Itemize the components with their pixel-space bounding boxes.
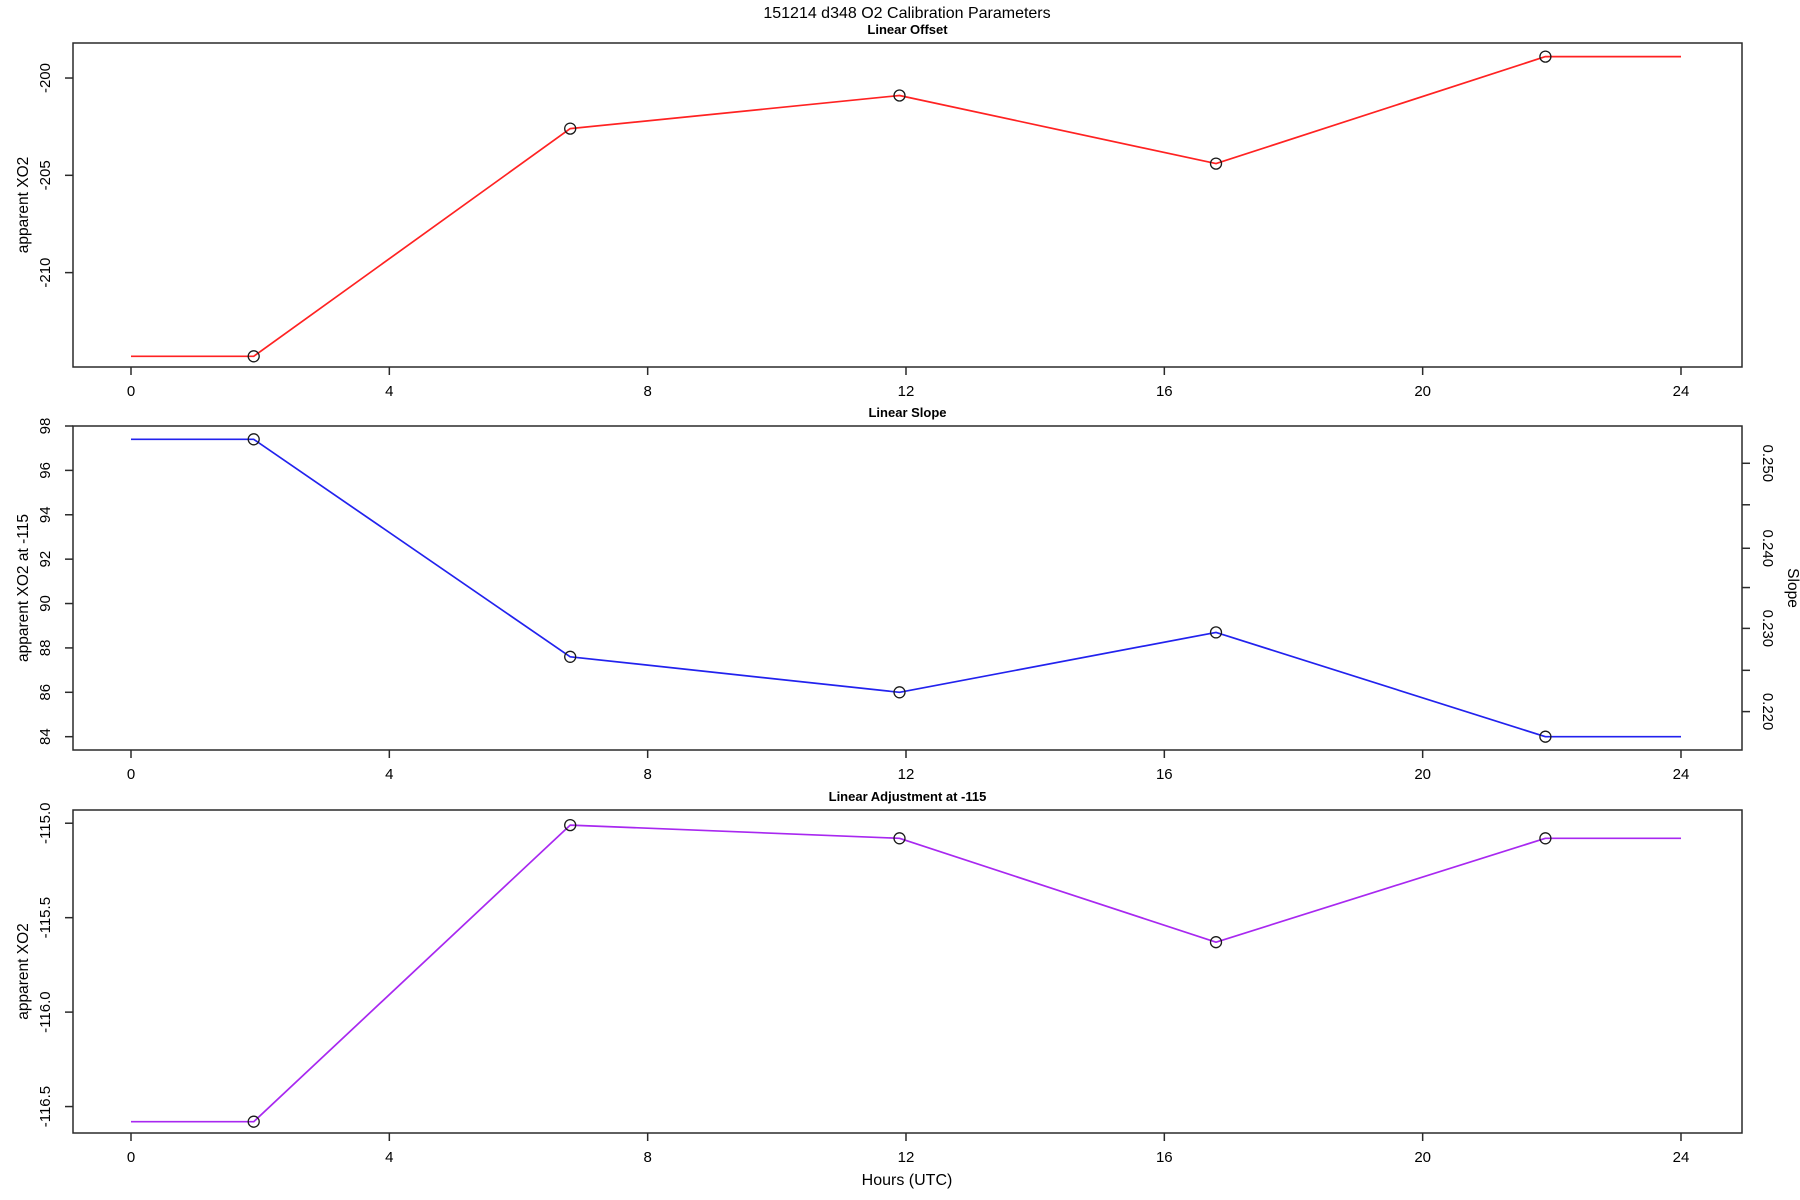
x-tick-label: 0 [127, 766, 135, 783]
x-tick-label: 16 [1156, 383, 1173, 400]
plot-box [72, 42, 1743, 368]
y-tick-label: 84 [37, 728, 54, 745]
y-tick-label: -210 [37, 258, 54, 288]
x-tick-label: 0 [127, 1149, 135, 1166]
data-point-marker [1539, 832, 1552, 845]
y-tick-label: 92 [37, 551, 54, 568]
y-tick-label: -200 [37, 63, 54, 93]
main-title: 151214 d348 O2 Calibration Parameters [763, 5, 1050, 22]
panel-title: Linear Offset [867, 22, 948, 37]
y-tick-label: -115.0 [37, 803, 54, 844]
x-tick-label: 24 [1673, 1149, 1690, 1166]
y-tick-label: 90 [37, 595, 54, 612]
x-tick-label: 4 [385, 383, 393, 400]
x-tick-label: 12 [898, 1149, 915, 1166]
data-point-marker [1209, 626, 1223, 639]
x-tick-label: 0 [127, 383, 135, 400]
x-tick-label: 12 [898, 766, 915, 783]
y-tick-label: 98 [37, 418, 54, 435]
data-point-marker [564, 122, 577, 135]
chart-panels: Linear Offset 0 4 8 12 16 20 24 -210 -205 -200 appa… [15, 22, 1800, 1166]
x-tick-label: 20 [1414, 383, 1431, 400]
x-tick-label: 4 [385, 1149, 393, 1166]
right-tick-label: 0.230 [1759, 610, 1776, 648]
plot-box [72, 809, 1743, 1134]
data-point-marker [247, 350, 260, 363]
x-tick-label: 20 [1414, 766, 1431, 783]
right-tick-label: 0.250 [1759, 445, 1776, 483]
y-tick-label: 88 [37, 640, 54, 657]
x-tick-label: 8 [643, 1149, 651, 1166]
y-tick-label: -116.0 [37, 991, 54, 1032]
data-point-marker [1539, 50, 1552, 63]
right-tick-label: 0.220 [1759, 693, 1776, 731]
y-tick-label: 94 [37, 506, 54, 523]
x-tick-label: 12 [898, 383, 915, 400]
y-axis-label: apparent XO2 [15, 157, 32, 254]
y-axis-label: apparent XO2 [15, 923, 32, 1020]
x-tick-label: 16 [1156, 1149, 1173, 1166]
data-point-marker [1209, 936, 1223, 949]
data-point-marker [247, 433, 260, 446]
y-axis-label: apparent XO2 at -115 [15, 514, 32, 662]
x-tick-label: 20 [1414, 1149, 1431, 1166]
x-axis-label: Hours (UTC) [862, 1172, 953, 1189]
panel-linear-slope: Linear Slope 0 4 8 12 16 20 24 84 86 88 90 92 94 96 98 a… [15, 405, 1800, 783]
y-tick-label: 96 [37, 462, 54, 479]
data-point-marker [1539, 730, 1552, 743]
series-line [131, 438, 1681, 738]
y-tick-label: -205 [37, 160, 54, 190]
data-point-marker [247, 1115, 260, 1128]
x-tick-label: 24 [1673, 383, 1690, 400]
data-point-marker [893, 686, 906, 699]
y-tick-label: 86 [37, 684, 54, 701]
series-line [131, 55, 1681, 358]
right-axis-label: Slope [1784, 568, 1800, 608]
data-point-marker [564, 818, 577, 832]
panel-title: Linear Slope [868, 405, 946, 420]
panel-linear-adjustment-at-115: Linear Adjustment at -115 0 4 8 12 16 20 24 -116… [15, 789, 1743, 1166]
x-tick-label: 4 [385, 766, 393, 783]
x-tick-label: 16 [1156, 766, 1173, 783]
data-point-marker [1209, 157, 1223, 170]
y-tick-label: -116.5 [37, 1086, 54, 1127]
panel-linear-offset: Linear Offset 0 4 8 12 16 20 24 -210 -205 -200 appa… [15, 22, 1743, 400]
series-line [131, 824, 1681, 1123]
y-tick-label: -115.5 [37, 897, 54, 938]
plot-box [72, 425, 1743, 751]
x-tick-label: 8 [643, 383, 651, 400]
x-tick-label: 8 [643, 766, 651, 783]
right-tick-label: 0.240 [1759, 530, 1776, 568]
data-point-marker [893, 89, 906, 102]
panel-title: Linear Adjustment at -115 [829, 789, 987, 804]
x-tick-label: 24 [1673, 766, 1690, 783]
data-point-marker [893, 832, 906, 845]
data-point-marker [564, 650, 577, 663]
